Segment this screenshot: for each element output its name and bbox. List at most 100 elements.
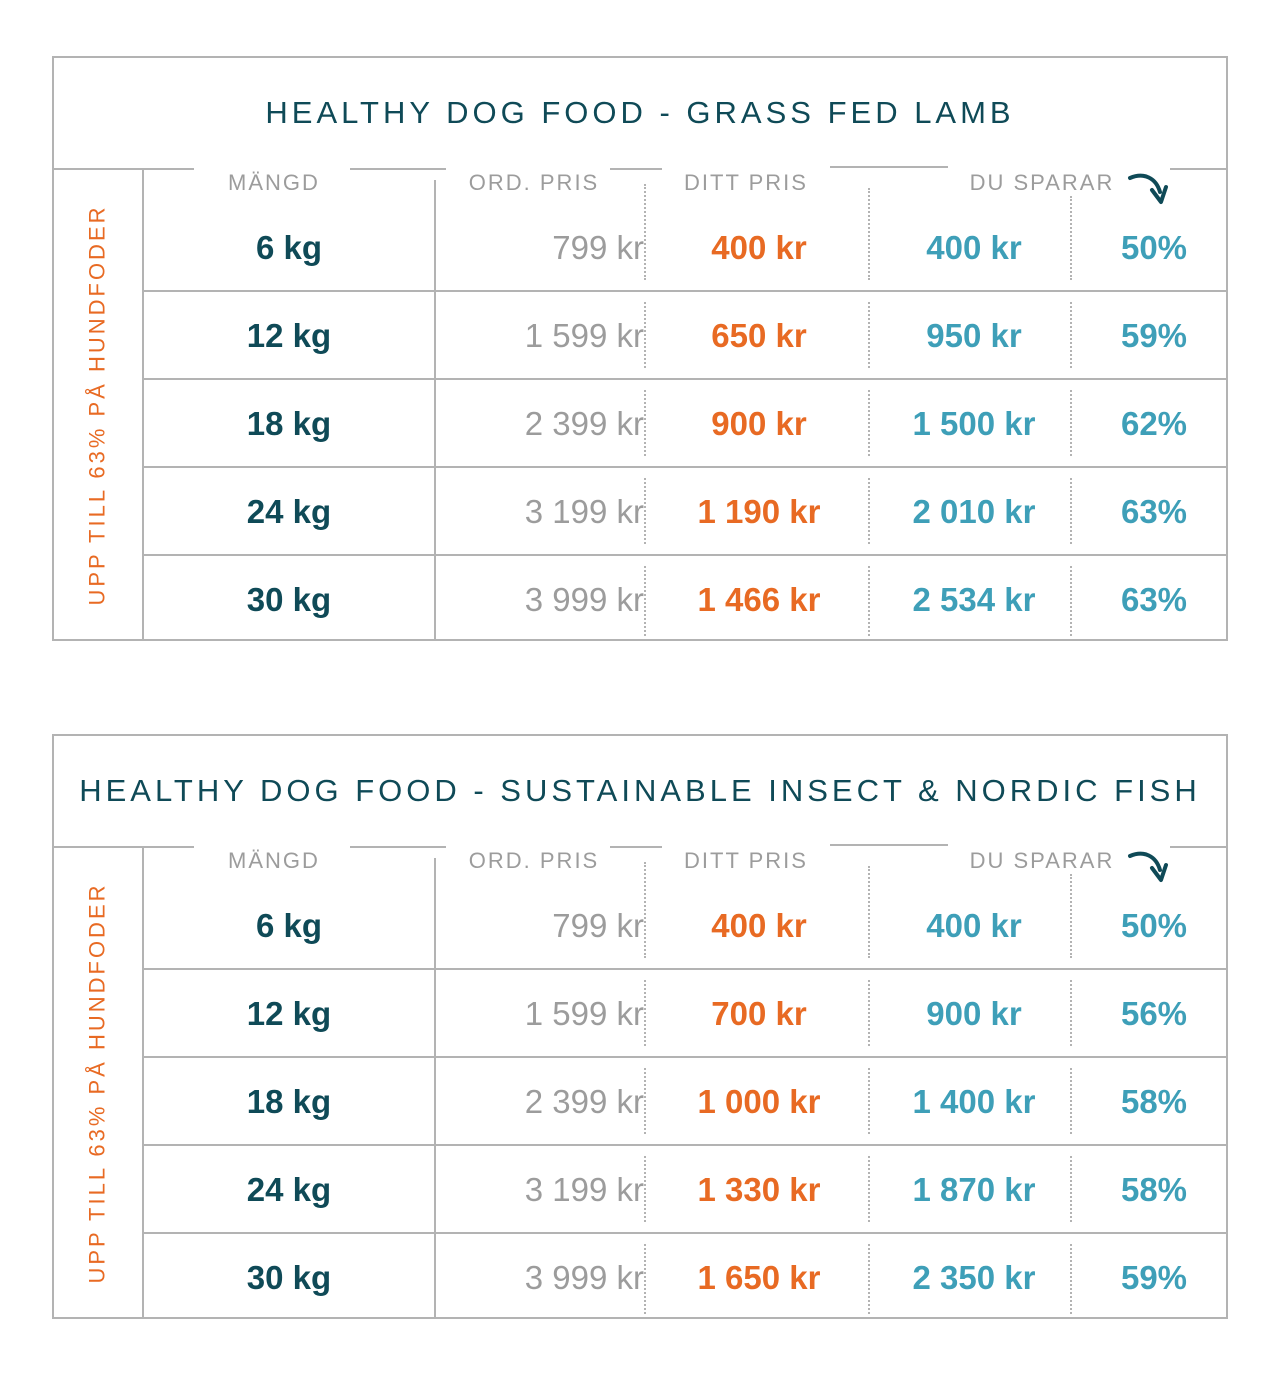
- header-rule: [144, 168, 194, 170]
- dotted-divider: [1070, 1244, 1072, 1314]
- qty-cell: 18 kg: [246, 1083, 332, 1120]
- dotted-divider: [868, 866, 870, 958]
- dotted-divider: [644, 478, 646, 544]
- ord-price-cell: 3 199 kr: [524, 1171, 644, 1208]
- dotted-divider: [868, 1068, 870, 1134]
- savings-percent-cell: 50%: [1120, 907, 1188, 944]
- dotted-divider: [1070, 1068, 1072, 1134]
- header-rule: [350, 846, 446, 848]
- dotted-divider: [644, 302, 646, 368]
- header-qty: MÄNGD: [228, 170, 320, 195]
- ditt-price-cell: 400 kr: [711, 229, 807, 266]
- dotted-divider: [1070, 302, 1072, 368]
- qty-divider: [434, 858, 436, 1319]
- row-divider: [144, 1144, 1228, 1146]
- savings-cell: 2 534 kr: [912, 581, 1036, 618]
- dotted-divider: [1070, 980, 1072, 1046]
- dotted-divider: [644, 1156, 646, 1222]
- savings-percent-cell: 58%: [1120, 1171, 1188, 1208]
- header-rule: [1170, 168, 1228, 170]
- header-qty: MÄNGD: [228, 848, 320, 873]
- side-divider: [142, 846, 144, 1319]
- savings-cell: 1 400 kr: [912, 1083, 1036, 1120]
- row-divider: [144, 1232, 1228, 1234]
- qty-cell: 30 kg: [246, 1259, 332, 1296]
- side-label: UPP TILL 63% PÅ HUNDFODER: [54, 848, 142, 1317]
- ditt-price-cell: 400 kr: [711, 907, 807, 944]
- ord-price-cell: 1 599 kr: [524, 995, 644, 1032]
- ditt-price-cell: 1 000 kr: [697, 1083, 821, 1120]
- curved-arrow-down-right-icon: [1128, 173, 1168, 204]
- dotted-divider: [1070, 874, 1072, 958]
- ord-price-cell: 799 kr: [552, 229, 644, 266]
- table-title: HEALTHY DOG FOOD - GRASS FED LAMB: [265, 95, 1015, 130]
- qty-cell: 6 kg: [255, 229, 323, 266]
- dotted-divider: [1070, 1156, 1072, 1222]
- savings-cell: 1 500 kr: [912, 405, 1036, 442]
- header-ditt-pris: DITT PRIS: [684, 170, 808, 195]
- ord-price-cell: 799 kr: [552, 907, 644, 944]
- dotted-divider: [644, 980, 646, 1046]
- row-divider: [144, 290, 1228, 292]
- header-ord-pris: ORD. PRIS: [468, 848, 600, 873]
- savings-cell: 950 kr: [926, 317, 1022, 354]
- table-row: 12 kg 1 599 kr 650 kr 950 kr 59%: [144, 292, 1228, 380]
- dotted-divider: [644, 1068, 646, 1134]
- row-divider: [144, 554, 1228, 556]
- table-row: 18 kg 2 399 kr 900 kr 1 500 kr 62%: [144, 380, 1228, 468]
- header-du-sparar: DU SPARAR: [969, 848, 1115, 873]
- ord-price-cell: 3 199 kr: [524, 493, 644, 530]
- ditt-price-cell: 650 kr: [711, 317, 807, 354]
- row-divider: [144, 968, 1228, 970]
- dotted-divider: [1070, 566, 1072, 636]
- header-ditt-pris: DITT PRIS: [684, 848, 808, 873]
- ditt-price-cell: 1 650 kr: [697, 1259, 821, 1296]
- header-rule: [610, 168, 662, 170]
- savings-percent-cell: 56%: [1120, 995, 1188, 1032]
- table-row: 12 kg 1 599 kr 700 kr 900 kr 56%: [144, 970, 1228, 1058]
- dotted-divider: [868, 980, 870, 1046]
- header-rule: [144, 846, 194, 848]
- ord-price-cell: 2 399 kr: [524, 1083, 644, 1120]
- price-table-insect-fish: HEALTHY DOG FOOD - SUSTAINABLE INSECT & …: [52, 734, 1228, 1319]
- savings-percent-cell: 59%: [1120, 317, 1188, 354]
- ord-price-cell: 3 999 kr: [524, 581, 644, 618]
- side-label-text: UPP TILL 63% PÅ HUNDFODER: [85, 881, 110, 1284]
- savings-cell: 400 kr: [926, 229, 1022, 266]
- ditt-price-cell: 1 190 kr: [697, 493, 821, 530]
- dotted-divider: [868, 1156, 870, 1222]
- header-rule: [830, 166, 948, 168]
- dotted-divider: [1070, 196, 1072, 280]
- savings-percent-cell: 63%: [1120, 581, 1188, 618]
- dotted-divider: [868, 188, 870, 280]
- table-row: 24 kg 3 199 kr 1 190 kr 2 010 kr 63%: [144, 468, 1228, 556]
- price-table-lamb: HEALTHY DOG FOOD - GRASS FED LAMB MÄNGD …: [52, 56, 1228, 641]
- table-title: HEALTHY DOG FOOD - SUSTAINABLE INSECT & …: [79, 773, 1201, 808]
- ord-price-cell: 2 399 kr: [524, 405, 644, 442]
- side-divider: [142, 168, 144, 641]
- header-rule: [830, 844, 948, 846]
- header-rule: [54, 168, 142, 170]
- table-row: 30 kg 3 999 kr 1 466 kr 2 534 kr 63%: [144, 556, 1228, 644]
- table-row: 30 kg 3 999 kr 1 650 kr 2 350 kr 59%: [144, 1234, 1228, 1322]
- dotted-divider: [1070, 390, 1072, 456]
- header-rule: [610, 846, 662, 848]
- dotted-divider: [644, 1244, 646, 1314]
- header-rule: [54, 846, 142, 848]
- qty-cell: 12 kg: [246, 317, 332, 354]
- header-rule: [350, 168, 446, 170]
- ditt-price-cell: 1 466 kr: [697, 581, 821, 618]
- dotted-divider: [868, 1244, 870, 1314]
- savings-cell: 900 kr: [926, 995, 1022, 1032]
- dotted-divider: [868, 478, 870, 544]
- savings-percent-cell: 63%: [1120, 493, 1188, 530]
- side-label-text: UPP TILL 63% PÅ HUNDFODER: [85, 203, 110, 606]
- row-divider: [144, 378, 1228, 380]
- dotted-divider: [644, 184, 646, 280]
- qty-cell: 30 kg: [246, 581, 332, 618]
- savings-percent-cell: 50%: [1120, 229, 1188, 266]
- qty-cell: 6 kg: [255, 907, 323, 944]
- qty-cell: 24 kg: [246, 1171, 332, 1208]
- table-row: 6 kg 799 kr 400 kr 400 kr 50%: [144, 882, 1228, 970]
- dotted-divider: [868, 302, 870, 368]
